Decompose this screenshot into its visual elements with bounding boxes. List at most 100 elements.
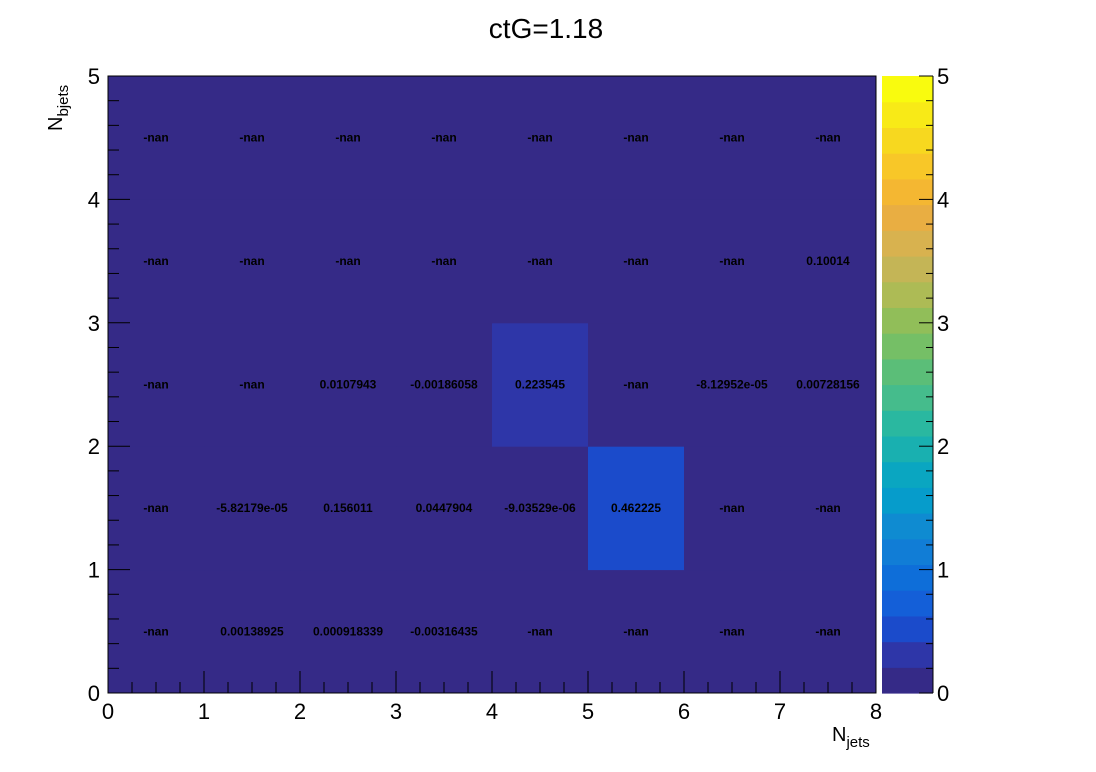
heatmap-cell <box>396 446 493 571</box>
color-scale-label: 3 <box>937 311 949 336</box>
x-axis-title: Njets <box>832 724 870 751</box>
color-scale-segment <box>882 255 933 283</box>
cell-value-label: -nan <box>719 131 744 145</box>
cell-value-label: -nan <box>623 378 648 392</box>
color-scale-label: 1 <box>937 558 949 583</box>
color-scale-segment <box>882 435 933 463</box>
color-scale-label: 2 <box>937 434 949 459</box>
x-tick-label: 6 <box>678 699 690 724</box>
cell-value-label: -nan <box>239 131 264 145</box>
x-tick-label: 2 <box>294 699 306 724</box>
cell-value-label: -nan <box>623 131 648 145</box>
color-scale-segment <box>882 358 933 386</box>
color-scale-label: 5 <box>937 64 949 89</box>
x-tick-label: 1 <box>198 699 210 724</box>
cell-value-label: -nan <box>143 254 168 268</box>
x-axis-title-main: N <box>832 724 846 746</box>
y-tick-label: 4 <box>88 187 100 212</box>
color-scale-segment <box>882 590 933 617</box>
heatmap-cell <box>108 199 205 324</box>
heatmap-cell <box>492 76 589 200</box>
cell-value-label: 0.000918339 <box>313 624 383 638</box>
cell-value-label: -nan <box>527 131 552 145</box>
heatmap-cell <box>588 569 685 694</box>
cell-value-label: -nan <box>431 254 456 268</box>
heatmap-cell <box>684 199 781 324</box>
heatmap-cell <box>300 76 397 200</box>
heatmap-cell <box>204 322 301 447</box>
cell-value-label: -nan <box>335 131 360 145</box>
x-tick-label: 8 <box>870 699 882 724</box>
heatmap-cell <box>492 569 589 694</box>
x-tick-label: 3 <box>390 699 402 724</box>
y-tick-label: 2 <box>88 434 100 459</box>
cell-value-label: 0.462225 <box>611 501 661 515</box>
color-scale-segment <box>882 384 933 411</box>
color-scale-segment <box>882 153 933 180</box>
color-scale-segment <box>882 641 933 668</box>
cell-value-label: 0.10014 <box>806 254 850 268</box>
color-scale-bar: 0 1 2 3 4 5 <box>882 64 949 706</box>
heatmap-cell <box>300 322 397 447</box>
heatmap-cell <box>780 199 877 324</box>
heatmap-cell <box>780 446 877 571</box>
chart-title: ctG=1.18 <box>489 13 603 44</box>
x-tick-label: 4 <box>486 699 498 724</box>
heatmap-cell <box>684 446 781 571</box>
color-scale-segment <box>882 615 933 643</box>
cell-value-label: -nan <box>719 254 744 268</box>
cell-value-label: 0.223545 <box>515 378 565 392</box>
color-scale-segment <box>882 204 933 231</box>
heatmap-cell <box>684 569 781 694</box>
cell-value-label: -0.00316435 <box>410 624 478 638</box>
heatmap-cell <box>300 199 397 324</box>
cell-value-label: -9.03529e-06 <box>504 501 576 515</box>
heatmap-cell <box>588 199 685 324</box>
heatmap-cell <box>204 76 301 200</box>
heatmap-cell <box>300 446 397 571</box>
heatmap-cell <box>204 569 301 694</box>
heatmap-cell <box>108 322 205 447</box>
axis-ticks: 0 1 2 3 4 5 6 7 8 0 1 2 3 4 5 <box>88 64 882 724</box>
color-scale-segment <box>882 230 933 257</box>
color-scale-segment <box>882 127 933 154</box>
heatmap-cell <box>108 76 205 200</box>
cell-value-label: -nan <box>143 624 168 638</box>
cell-value-label: -nan <box>815 131 840 145</box>
color-scale-label: 0 <box>937 681 949 706</box>
heatmap-cell <box>300 569 397 694</box>
cell-value-label: -nan <box>239 378 264 392</box>
color-scale-label: 4 <box>937 187 949 212</box>
cell-value-label: -nan <box>431 131 456 145</box>
heatmap-cell <box>108 569 205 694</box>
cell-value-label: -nan <box>815 501 840 515</box>
cell-value-label: -nan <box>527 254 552 268</box>
x-tick-label: 7 <box>774 699 786 724</box>
cell-value-label: -nan <box>623 254 648 268</box>
heatmap-cell <box>396 322 493 447</box>
color-scale-segment <box>882 461 933 488</box>
cell-value-label: -nan <box>719 501 744 515</box>
heatmap-cell <box>204 446 301 571</box>
cell-value-label: -0.00186058 <box>410 378 478 392</box>
cell-value-label: 0.00728156 <box>796 378 860 392</box>
y-tick-label: 0 <box>88 681 100 706</box>
color-scale-segment <box>882 487 933 514</box>
heatmap-cell <box>396 569 493 694</box>
x-tick-label: 0 <box>102 699 114 724</box>
cell-value-label: -nan <box>143 378 168 392</box>
heatmap-cell <box>396 199 493 324</box>
cell-value-label: -8.12952e-05 <box>696 378 768 392</box>
x-tick-label: 5 <box>582 699 594 724</box>
cell-value-label: -5.82179e-05 <box>216 501 288 515</box>
plot-area <box>108 76 877 694</box>
heatmap-cell <box>780 76 877 200</box>
cell-value-label: -nan <box>335 254 360 268</box>
cell-value-label: -nan <box>815 624 840 638</box>
x-axis-title-sub: jets <box>845 734 869 751</box>
heatmap-cell <box>780 569 877 694</box>
cell-value-label: 0.0447904 <box>416 501 473 515</box>
heatmap-cell <box>588 76 685 200</box>
color-scale-segment <box>882 178 933 206</box>
